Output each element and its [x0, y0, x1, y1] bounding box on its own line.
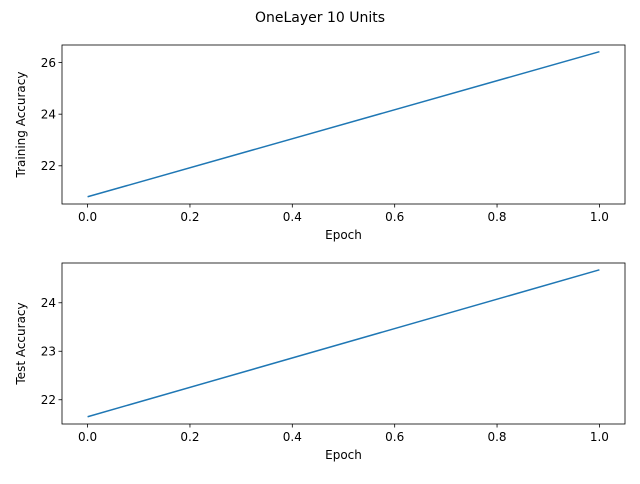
chart-test-ytick-label: 24 — [41, 296, 56, 310]
chart-training-ytick-label: 22 — [41, 159, 56, 173]
chart-training-xtick-label: 0.6 — [385, 210, 404, 224]
chart-test-xtick-label: 0.6 — [385, 430, 404, 444]
chart-training: 0.0 0.2 0.4 0.6 0.8 1.0 22 24 26 Epoch Training Ac… — [14, 44, 626, 242]
chart-test-xtick-label: 0.0 — [78, 430, 97, 444]
chart-training-series-line — [87, 50, 600, 198]
chart-test-xtick-label: 0.4 — [283, 430, 302, 444]
chart-test-axes-frame — [61, 262, 626, 425]
chart-test-xtick-label: 1.0 — [590, 430, 609, 444]
figure-title: OneLayer 10 Units — [255, 10, 385, 26]
chart-training-xtick-label: 0.8 — [487, 210, 506, 224]
subplots: 0.0 0.2 0.4 0.6 0.8 1.0 22 24 26 Epoch Training Ac… — [14, 44, 626, 462]
chart-training-xtick-label: 0.0 — [78, 210, 97, 224]
chart-test-ytick-label: 22 — [41, 393, 56, 407]
chart-test-ylabel: Test Accuracy — [14, 302, 28, 385]
chart-training-xtick-label: 1.0 — [590, 210, 609, 224]
chart-training-xtick-label: 0.4 — [283, 210, 302, 224]
chart-training-ytick-label: 24 — [41, 107, 56, 121]
chart-test-xtick-label: 0.2 — [180, 430, 199, 444]
chart-test-ytick-label: 23 — [41, 345, 56, 359]
chart-training-xtick-label: 0.2 — [180, 210, 199, 224]
chart-test-xlabel: Epoch — [325, 448, 362, 462]
chart-training-xlabel: Epoch — [325, 228, 362, 242]
chart-test-xtick-label: 0.8 — [487, 430, 506, 444]
chart-test-series-line — [87, 269, 600, 418]
chart-training-axes-frame — [61, 44, 626, 205]
chart-test: 0.0 0.2 0.4 0.6 0.8 1.0 22 23 24 Epoch Test Accura… — [14, 262, 626, 462]
chart-training-ylabel: Training Accuracy — [14, 72, 28, 179]
chart-training-ytick-label: 26 — [41, 56, 56, 70]
